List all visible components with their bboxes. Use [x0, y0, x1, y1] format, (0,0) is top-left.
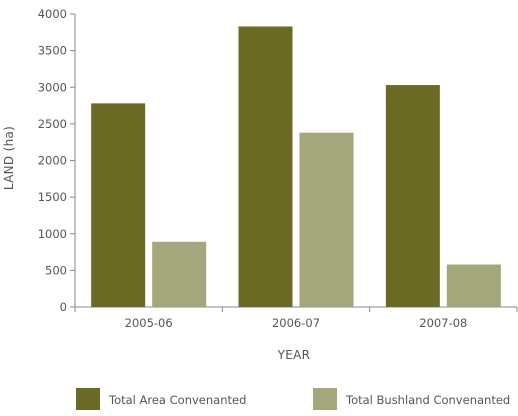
x-axis-title: YEAR — [277, 348, 311, 362]
y-tick-label: 2000 — [38, 154, 67, 168]
y-tick-label: 500 — [45, 263, 67, 277]
bars — [91, 26, 501, 308]
y-tick-label: 3500 — [38, 44, 67, 58]
x-tick-label: 2006-07 — [272, 316, 320, 330]
legend-swatch — [76, 388, 100, 410]
legend: Total Area Convenanted Total Bushland Con… — [76, 388, 510, 410]
bar-total-bushland-2005-06 — [152, 241, 207, 307]
y-tick-label: 1000 — [38, 227, 67, 241]
bar-total-area-2007-08 — [385, 85, 440, 308]
y-tick-label: 4000 — [38, 7, 67, 21]
y-axis: 0 500 1000 1500 2000 2500 3000 3500 4000 — [38, 7, 76, 314]
y-tick-label: 2500 — [38, 117, 67, 131]
y-tick-label: 1500 — [38, 190, 67, 204]
bar-total-bushland-2007-08 — [446, 264, 501, 307]
legend-swatch — [313, 388, 337, 410]
bar-total-area-2006-07 — [238, 26, 293, 307]
bar-total-bushland-2006-07 — [299, 132, 354, 307]
y-tick-label: 3000 — [38, 80, 67, 94]
legend-label: Total Bushland Convenanted — [345, 393, 510, 407]
legend-label: Total Area Convenanted — [108, 393, 246, 407]
bar-total-area-2005-06 — [91, 103, 146, 308]
y-axis-title: LAND (ha) — [2, 126, 16, 190]
y-tick-label: 0 — [60, 300, 67, 314]
x-tick-label: 2005-06 — [125, 316, 173, 330]
x-axis: 2005-06 2006-07 2007-08 — [74, 306, 518, 330]
x-tick-label: 2007-08 — [419, 316, 467, 330]
